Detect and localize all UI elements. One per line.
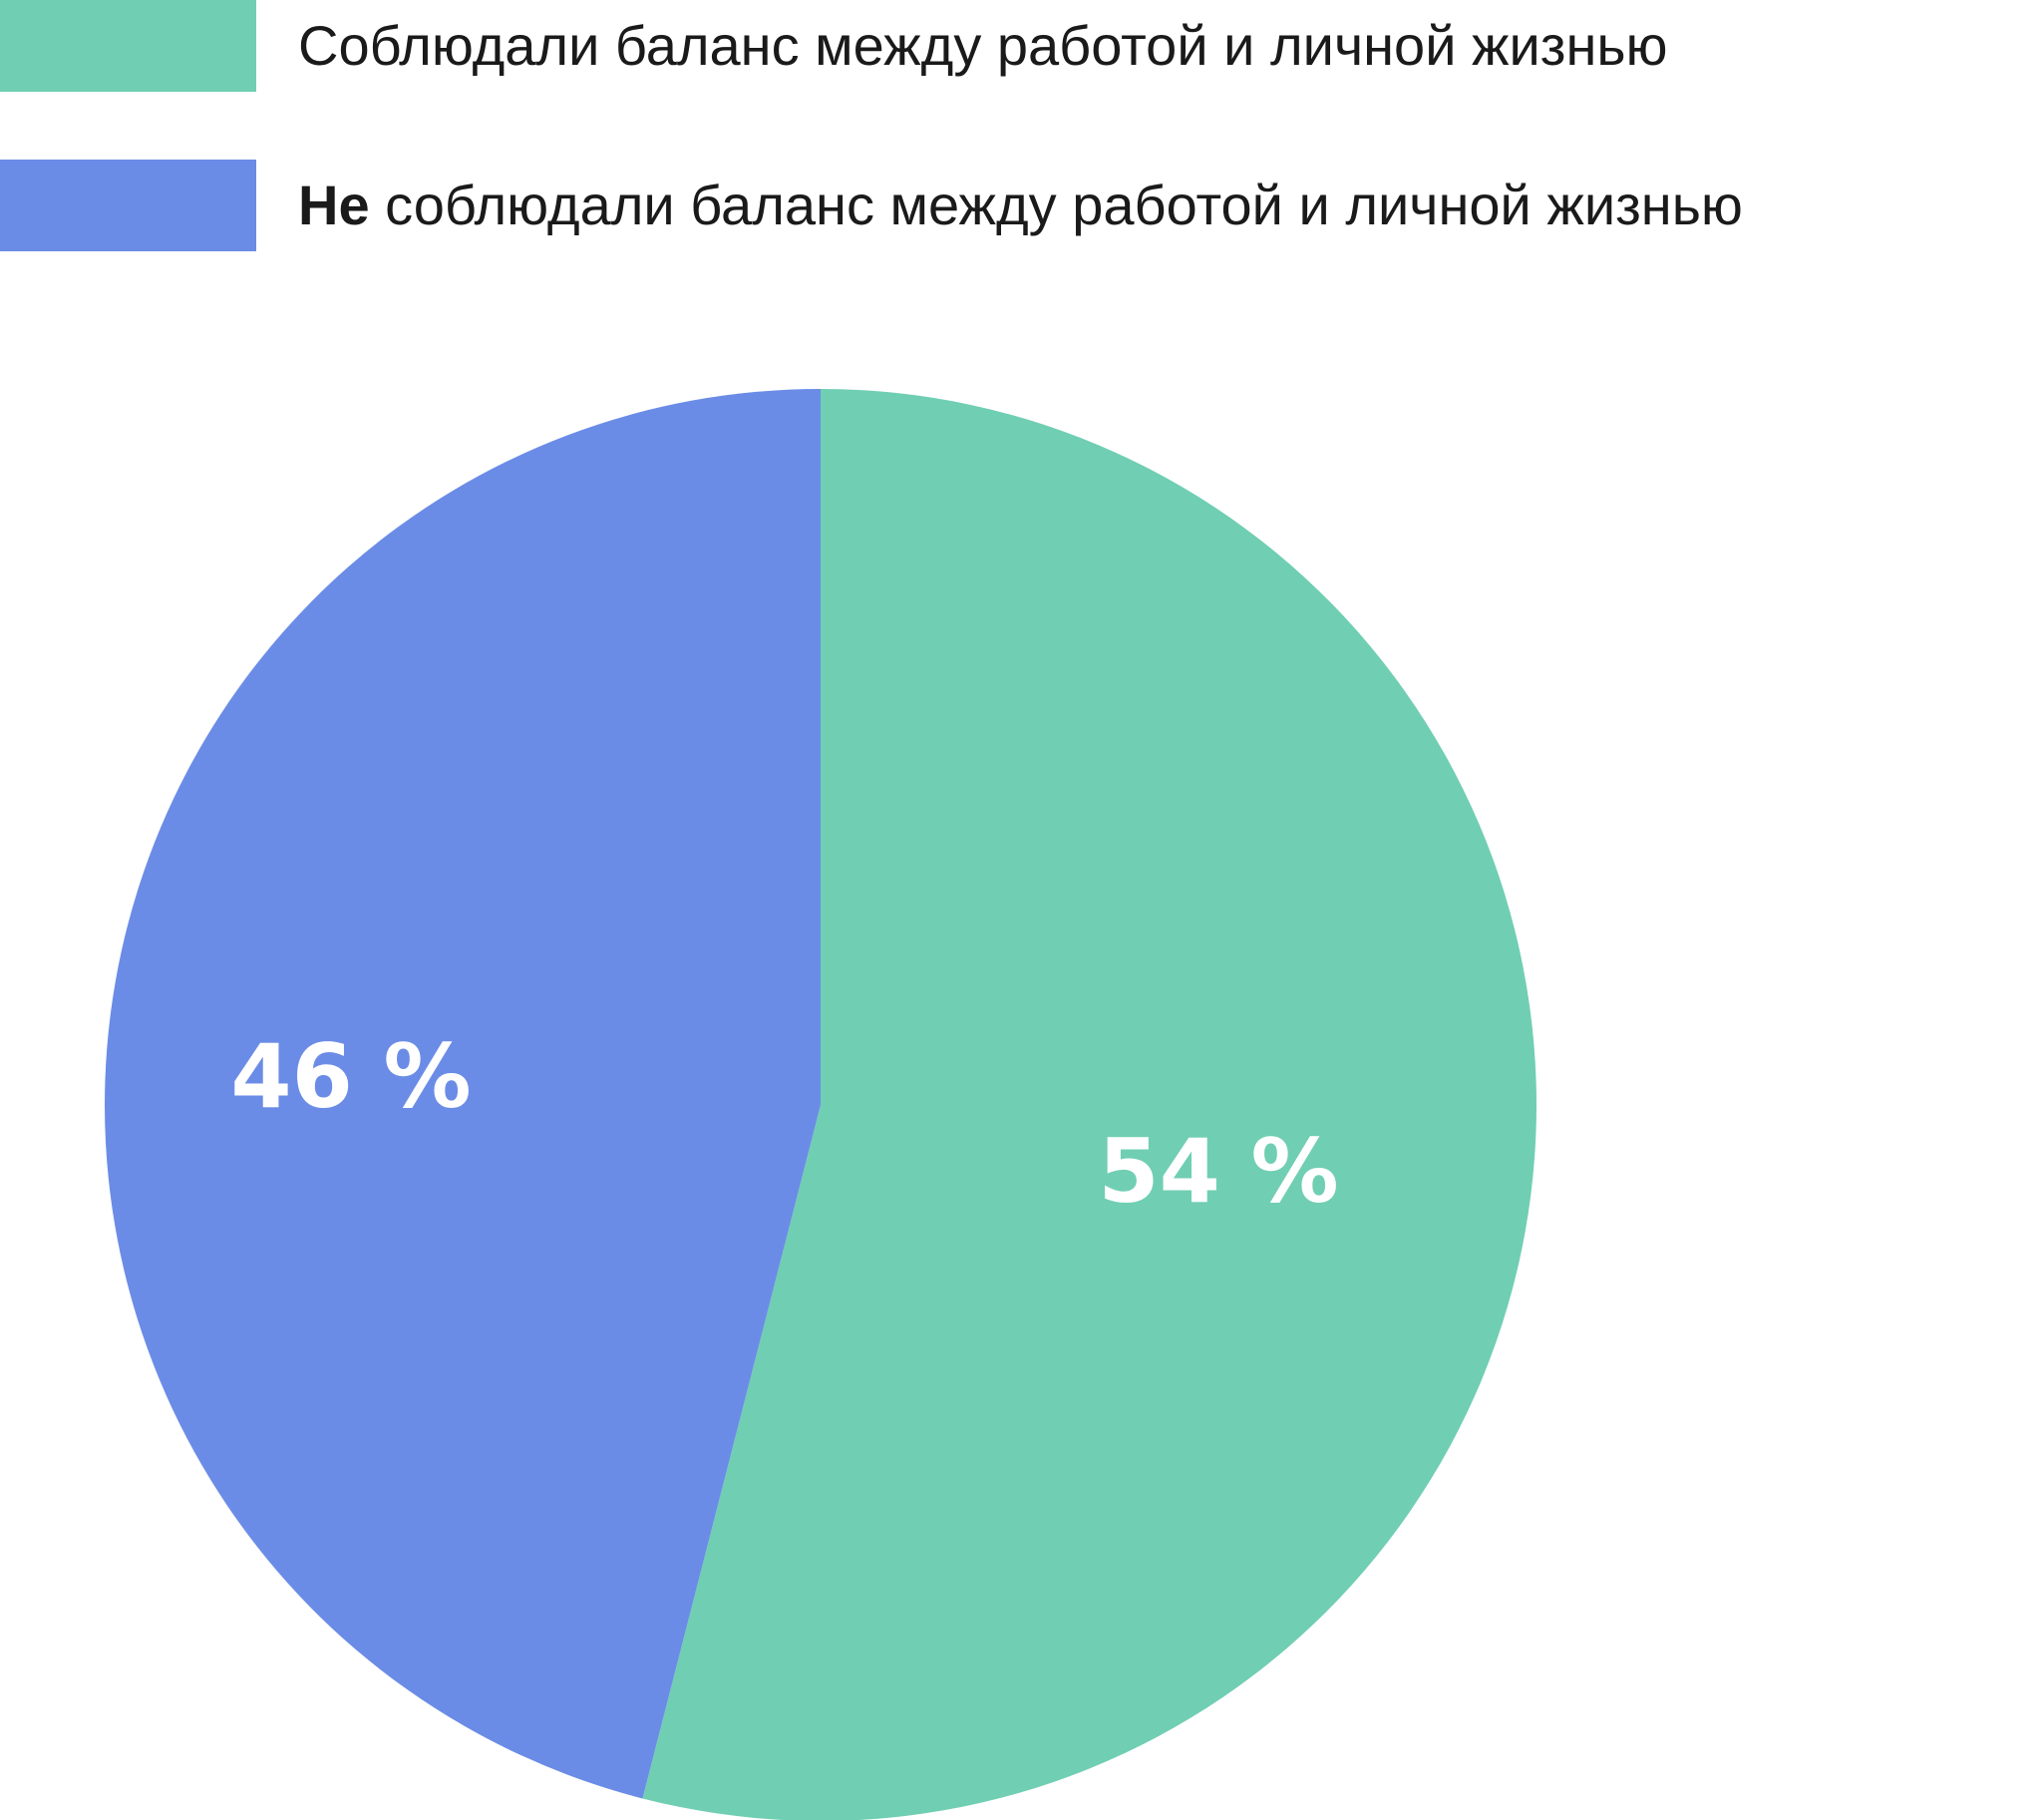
legend-label-not-balanced-emphasis: Не [298,174,370,236]
legend-label-balanced: Соблюдали баланс между работой и личной … [298,14,1668,77]
legend-label-not-balanced: Не соблюдали баланс между работой и личн… [298,160,1743,251]
slice-balanced [642,389,1537,1820]
legend-swatch-balanced [0,0,256,92]
legend-item-not-balanced: Не соблюдали баланс между работой и личн… [0,160,2042,251]
legend-swatch-not-balanced [0,160,256,251]
slice-not-balanced [105,389,822,1799]
slice-label-not-balanced: 46 % [230,1025,471,1128]
legend-item-balanced: Соблюдали баланс между работой и личной … [0,0,2042,92]
legend-label-not-balanced-rest: соблюдали баланс между работой и личной … [369,174,1743,236]
slice-label-balanced: 54 % [1098,1120,1338,1223]
